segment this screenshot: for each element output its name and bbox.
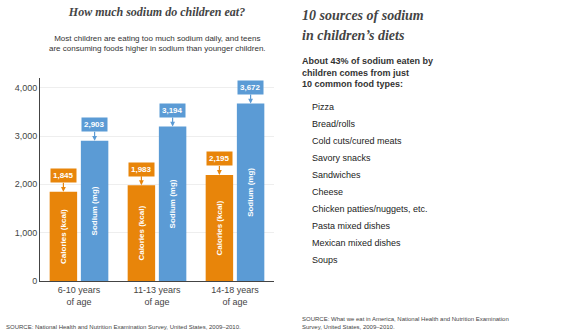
svg-text:Bread/rolls: Bread/rolls [312, 119, 356, 129]
svg-text:4,000: 4,000 [15, 83, 38, 93]
svg-text:Sodium (mg): Sodium (mg) [90, 186, 99, 235]
svg-text:Calories (kcal): Calories (kcal) [137, 206, 146, 261]
svg-text:Chicken patties/nuggets, etc.: Chicken patties/nuggets, etc. [312, 204, 428, 214]
svg-text:About 43% of sodium eaten bych: About 43% of sodium eaten bychildren com… [302, 56, 433, 89]
svg-text:2,000: 2,000 [15, 179, 38, 189]
svg-text:1,983: 1,983 [131, 165, 152, 174]
svg-text:SOURCE: National Health and Nu: SOURCE: National Health and Nutrition Ex… [6, 324, 241, 330]
svg-text:Mexican mixed dishes: Mexican mixed dishes [312, 238, 401, 248]
svg-text:Cheese: Cheese [312, 187, 343, 197]
svg-text:Cold cuts/cured meats: Cold cuts/cured meats [312, 136, 402, 146]
svg-text:11-13 yearsof age: 11-13 yearsof age [134, 285, 181, 307]
svg-text:3,194: 3,194 [162, 106, 183, 115]
svg-text:Sandwiches: Sandwiches [312, 170, 361, 180]
svg-text:6-10 yearsof age: 6-10 yearsof age [58, 285, 101, 307]
svg-text:Pasta mixed dishes: Pasta mixed dishes [312, 221, 391, 231]
svg-text:2,903: 2,903 [84, 120, 105, 129]
svg-text:1,000: 1,000 [15, 228, 38, 238]
svg-text:Soups: Soups [312, 255, 338, 265]
svg-text:14-18 yearsof age: 14-18 yearsof age [211, 285, 259, 307]
svg-text:0: 0 [32, 276, 37, 286]
svg-text:1,845: 1,845 [53, 171, 74, 180]
svg-text:Calories (kcal): Calories (kcal) [59, 209, 68, 264]
svg-text:10 sources of sodium: 10 sources of sodium [302, 8, 424, 23]
svg-text:Sodium (mg): Sodium (mg) [246, 168, 255, 217]
svg-text:How much sodium do children ea: How much sodium do children eat? [68, 5, 245, 19]
svg-text:Pizza: Pizza [312, 102, 334, 112]
svg-text:Sodium (mg): Sodium (mg) [168, 179, 177, 228]
svg-text:Calories (kcal): Calories (kcal) [215, 200, 224, 255]
svg-text:SOURCE: What we eat in America: SOURCE: What we eat in America, National… [302, 316, 509, 330]
svg-text:3,000: 3,000 [15, 131, 38, 141]
svg-text:3,672: 3,672 [240, 83, 261, 92]
svg-text:Savory snacks: Savory snacks [312, 153, 371, 163]
svg-text:Most children are eating too m: Most children are eating too much sodium… [49, 34, 266, 53]
svg-text:2,195: 2,195 [209, 154, 230, 163]
svg-text:in children’s diets: in children’s diets [302, 28, 405, 43]
